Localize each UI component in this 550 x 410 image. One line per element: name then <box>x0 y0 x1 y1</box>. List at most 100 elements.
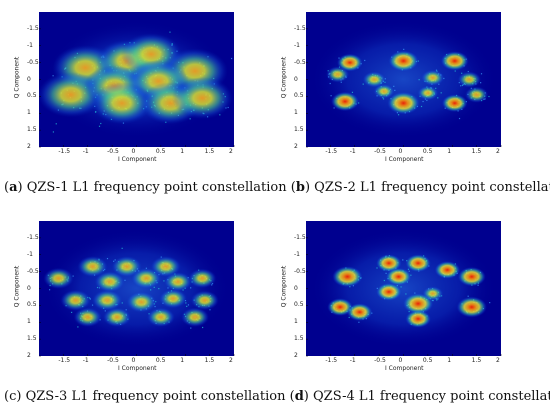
constellation-cluster <box>91 82 153 125</box>
y-tick-label: 1 <box>294 109 298 117</box>
y-tick-label: -1 <box>27 250 33 258</box>
constellation-cluster <box>131 267 162 289</box>
constellation-cluster <box>456 296 487 318</box>
y-tick-label: 0.5 <box>294 301 304 309</box>
x-tick-label: -1.5 <box>58 148 71 155</box>
noise-point <box>408 270 410 272</box>
noise-point <box>351 91 354 93</box>
constellation-cluster <box>325 66 350 83</box>
x-tick-label: 2 <box>229 148 233 155</box>
noise-point <box>414 292 416 294</box>
noise-point <box>158 287 160 290</box>
noise-point <box>426 99 428 101</box>
y-tick-label: 1 <box>294 318 298 326</box>
noise-point <box>454 70 456 72</box>
x-tick-label: 2 <box>496 148 500 155</box>
constellation-cluster <box>94 271 125 293</box>
noise-point <box>121 247 123 249</box>
caption-d: QZS-4 L1 frequency point constellation <box>313 389 550 404</box>
y-tick-label: -1.5 <box>294 24 306 32</box>
y-tick-label: 1.5 <box>27 335 37 343</box>
y-tick-label: 1 <box>27 109 31 117</box>
noise-point <box>467 295 469 297</box>
constellation-cluster <box>180 307 210 327</box>
noise-point <box>91 304 94 306</box>
constellation-cluster <box>102 307 132 327</box>
x-tick-label: 1.5 <box>204 148 215 155</box>
constellation-cluster <box>330 91 360 112</box>
constellation-cluster <box>60 289 91 311</box>
noise-point <box>187 304 190 306</box>
constellation-cluster <box>457 266 486 287</box>
x-tick-label: -1.5 <box>58 357 71 364</box>
constellation-cluster <box>385 267 412 286</box>
noise-point <box>358 321 360 323</box>
noise-point <box>400 286 402 288</box>
y-tick-label: -0.5 <box>294 58 306 66</box>
y-tick-label: 2 <box>294 352 298 359</box>
x-tick-label: 2 <box>496 357 500 364</box>
x-tick-label: 0 <box>131 148 136 155</box>
noise-point <box>402 259 404 261</box>
constellation-cluster <box>337 53 363 72</box>
noise-point <box>385 272 387 274</box>
x-tick-label: -1 <box>349 148 356 155</box>
caption-letter-c: c <box>9 389 17 404</box>
y-tick-label: 0 <box>294 284 298 292</box>
y-tick-label: 0.5 <box>294 92 304 100</box>
constellation-cluster <box>126 291 157 313</box>
noise-point <box>153 286 155 288</box>
y-tick-label: 1.5 <box>294 335 304 343</box>
caption-c: QZS-3 L1 frequency point constellation <box>25 389 286 404</box>
constellation-cluster <box>376 282 402 301</box>
noise-point <box>364 59 366 62</box>
x-tick-label: -0.5 <box>107 357 119 364</box>
caption-a: QZS-1 L1 frequency point constellation <box>26 180 287 195</box>
constellation-cluster <box>327 298 353 316</box>
noise-point <box>98 125 101 127</box>
y-tick-label: 2 <box>27 352 31 359</box>
noise-point <box>458 117 461 120</box>
constellation-cluster <box>346 303 373 322</box>
noise-point <box>407 268 410 270</box>
noise-haze <box>309 229 498 348</box>
noise-point <box>420 105 423 108</box>
noise-point <box>329 82 331 85</box>
constellation-cluster <box>402 293 434 315</box>
noise-point <box>437 97 439 99</box>
y-tick-label: 2 <box>27 143 31 150</box>
y-tick-label: -0.5 <box>27 58 39 66</box>
x-tick-label: -1 <box>349 357 356 364</box>
x-tick-label: 0.5 <box>422 148 433 155</box>
noise-point <box>125 309 127 311</box>
noise-point <box>333 107 335 109</box>
noise-point <box>382 98 385 100</box>
constellation-cluster <box>362 71 386 88</box>
x-tick-label: -0.5 <box>374 357 386 364</box>
constellation-cluster <box>405 254 431 273</box>
y-tick-label: -0.5 <box>27 267 39 275</box>
constellation-cluster <box>146 307 175 327</box>
noise-point <box>348 316 350 319</box>
x-tick-label: 2 <box>229 357 233 364</box>
constellation-cluster <box>441 94 468 113</box>
y-tick-label: -1 <box>294 41 300 49</box>
y-axis-label-a: Q Component <box>13 56 21 99</box>
constellation-plot-d <box>309 229 498 348</box>
noise-point <box>383 279 385 282</box>
y-tick-label: -1 <box>27 41 33 49</box>
noise-point <box>230 57 233 60</box>
constellation-plot-a <box>39 20 233 139</box>
y-tick-label: 2 <box>294 143 298 150</box>
constellation-plot-b <box>309 20 498 139</box>
noise-point <box>52 131 55 133</box>
noise-point <box>480 73 483 75</box>
noise-point <box>460 85 462 87</box>
x-tick-label: 1.5 <box>204 357 215 364</box>
noise-point <box>376 267 378 269</box>
noise-point <box>71 311 73 313</box>
x-tick-label: -0.5 <box>374 148 386 155</box>
y-tick-label: 0 <box>27 75 31 83</box>
noise-point <box>393 85 395 87</box>
